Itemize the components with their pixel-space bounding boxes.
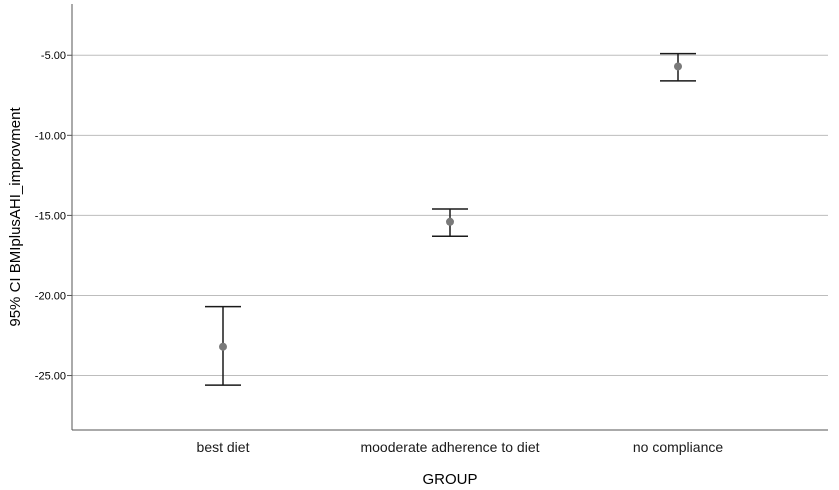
error-bar-group <box>432 208 468 237</box>
y-tick-label: -5.00 <box>41 50 66 62</box>
y-tick-label: -25.00 <box>35 371 66 383</box>
x-category-label: no compliance <box>633 439 723 455</box>
x-axis-title: GROUP <box>422 471 477 488</box>
mean-point <box>219 342 227 351</box>
mean-point <box>446 217 454 226</box>
y-tick-label: -20.00 <box>35 290 66 302</box>
y-tick-label: -10.00 <box>35 130 66 142</box>
y-axis-ticks: -25.00 -20.00 -15.00 -10.00 -5.00 <box>35 50 72 383</box>
x-axis-labels: best diet mooderate adherence to diet no c… <box>197 439 724 455</box>
error-bar-group <box>205 305 241 386</box>
y-axis-title: 95% CI BMIplusAHI_improvment <box>7 107 24 327</box>
x-category-label: mooderate adherence to diet <box>360 439 539 455</box>
x-category-label: best diet <box>197 439 250 455</box>
error-bars <box>205 52 696 386</box>
y-tick-label: -15.00 <box>35 210 66 222</box>
error-bar-group <box>660 52 696 82</box>
mean-point <box>674 62 682 71</box>
